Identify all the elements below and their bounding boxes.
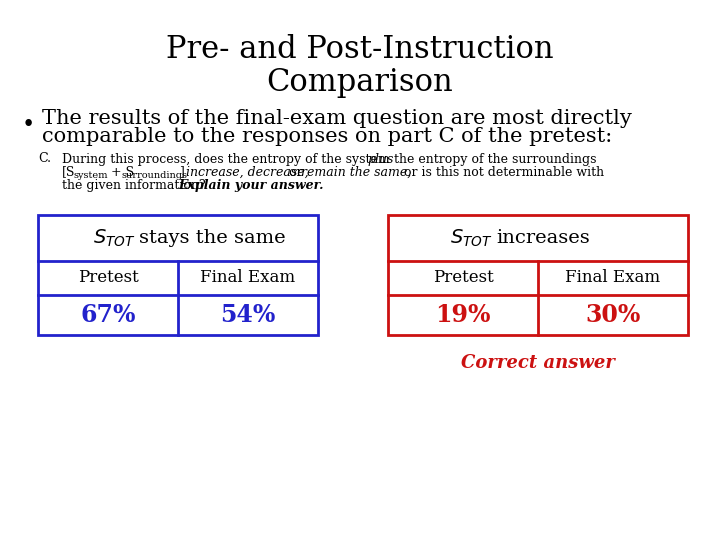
Text: or: or	[285, 165, 307, 179]
Text: Pretest: Pretest	[78, 269, 138, 287]
Text: Final Exam: Final Exam	[565, 269, 660, 287]
Text: increase, decrease,: increase, decrease,	[186, 165, 309, 179]
Bar	[388, 215, 688, 335]
Text: 67%: 67%	[80, 303, 136, 327]
Text: Pretest: Pretest	[433, 269, 493, 287]
Text: 30%: 30%	[585, 303, 641, 327]
Text: During this process, does the entropy of the system: During this process, does the entropy of…	[62, 152, 394, 165]
Text: Comparison: Comparison	[266, 66, 454, 98]
Text: or is this not determinable with: or is this not determinable with	[400, 165, 604, 179]
Text: [S: [S	[62, 165, 76, 179]
Text: stays the same: stays the same	[139, 229, 285, 247]
Text: The results of the final-exam question are most directly: The results of the final-exam question a…	[42, 109, 632, 127]
Text: 54%: 54%	[220, 303, 276, 327]
Text: Explain your answer.: Explain your answer.	[178, 179, 323, 192]
Text: $S_{TOT}$: $S_{TOT}$	[450, 227, 493, 248]
Text: plus: plus	[367, 152, 393, 165]
Text: Final Exam: Final Exam	[200, 269, 296, 287]
Text: the entropy of the surroundings: the entropy of the surroundings	[390, 152, 596, 165]
Text: + S: + S	[107, 165, 134, 179]
Bar	[38, 215, 318, 335]
Text: increases: increases	[496, 229, 590, 247]
Text: system: system	[74, 171, 109, 179]
Text: •: •	[22, 114, 35, 136]
Text: Pre- and Post-Instruction: Pre- and Post-Instruction	[166, 35, 554, 65]
Text: 19%: 19%	[436, 303, 491, 327]
Text: remain the same,: remain the same,	[301, 165, 411, 179]
Text: ]: ]	[180, 165, 189, 179]
Text: comparable to the responses on part C of the pretest:: comparable to the responses on part C of…	[42, 126, 612, 145]
Text: C.: C.	[38, 152, 51, 165]
Text: surroundings: surroundings	[122, 171, 188, 179]
Text: $S_{TOT}$: $S_{TOT}$	[94, 227, 136, 248]
Text: Correct answer: Correct answer	[461, 354, 615, 372]
Text: the given information?: the given information?	[62, 179, 210, 192]
